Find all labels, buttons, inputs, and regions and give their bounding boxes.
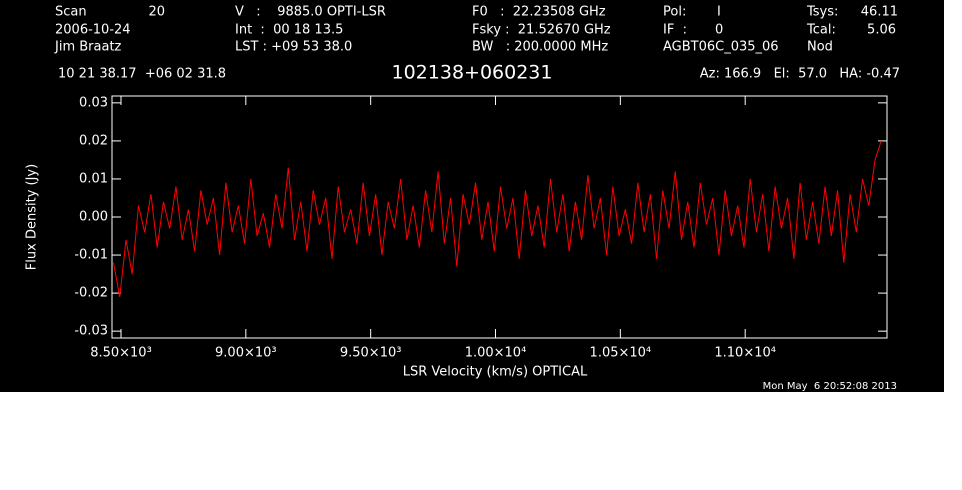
int: Int : 00 18 13.5 (235, 23, 343, 38)
if-label: IF : (663, 23, 687, 38)
coords: 10 21 38.17 +06 02 31.8 (58, 67, 226, 82)
scan-label: Scan (55, 5, 87, 20)
x-tick-label: 1.05×10⁴ (590, 346, 652, 361)
y-tick-label: -0.03 (74, 324, 108, 339)
az-el-ha: Az: 166.9 El: 57.0 HA: -0.47 (700, 67, 900, 82)
f0: F0 : 22.23508 GHz (472, 5, 606, 20)
observer: Jim Braatz (54, 40, 122, 55)
y-tick-label: -0.02 (74, 286, 108, 301)
y-tick-label: 0.02 (79, 133, 108, 148)
pol-label: Pol: (663, 5, 686, 20)
scan: 20 (148, 5, 165, 20)
y-tick-label: 0.01 (79, 171, 108, 186)
y-axis-label: Flux Density (Jy) (25, 164, 40, 270)
velocity: V : 9885.0 OPTI-LSR (235, 5, 386, 20)
date: 2006-10-24 (55, 23, 131, 38)
y-tick-label: 0.00 (79, 210, 108, 225)
y-tick-label: -0.01 (74, 248, 108, 263)
fsky: Fsky : 21.52670 GHz (472, 23, 611, 38)
if: 0 (715, 23, 723, 38)
lst: LST : +09 53 38.0 (235, 40, 352, 55)
timestamp: Mon May 6 20:52:08 2013 (763, 381, 897, 392)
x-tick-label: 9.00×10³ (215, 346, 277, 361)
x-tick-label: 8.50×10³ (90, 346, 152, 361)
x-axis-label: LSR Velocity (km/s) OPTICAL (403, 365, 588, 380)
project: AGBT06C_035_06 (663, 40, 779, 55)
mode: Nod (807, 40, 833, 55)
background (0, 0, 944, 392)
x-tick-label: 1.00×10⁴ (465, 346, 527, 361)
chart-title: 102138+060231 (392, 62, 553, 84)
tsys-label: Tsys: (806, 5, 838, 20)
x-tick-label: 9.50×10³ (340, 346, 402, 361)
tsys: 46.11 (861, 5, 898, 20)
tcal-label: Tcal: (806, 23, 836, 38)
x-tick-label: 1.10×10⁴ (714, 346, 776, 361)
spectrum-line (113, 140, 882, 297)
bw: BW : 200.0000 MHz (472, 40, 608, 55)
tcal: 5.06 (867, 23, 896, 38)
pol: I (717, 5, 721, 20)
y-tick-label: 0.03 (79, 95, 108, 110)
